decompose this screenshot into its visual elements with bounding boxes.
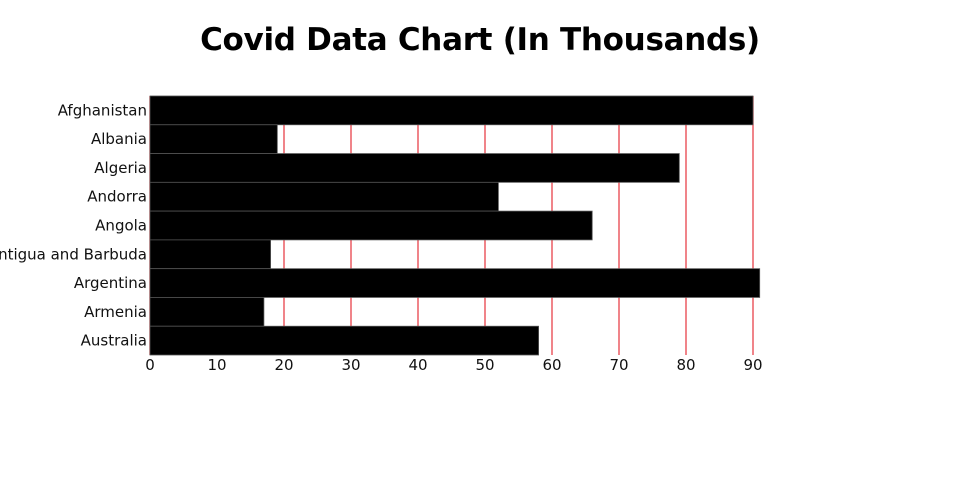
x-tick-label: 20	[274, 356, 293, 374]
bars	[149, 95, 761, 356]
bar-andorra	[149, 181, 499, 212]
x-tick-label: 40	[408, 356, 427, 374]
chart-title: Covid Data Chart (In Thousands)	[200, 22, 760, 58]
x-tick-label: 0	[145, 356, 155, 374]
y-tick-label: Afghanistan	[58, 101, 147, 119]
bar-armenia	[149, 297, 265, 327]
y-tick-label: Angola	[95, 217, 147, 235]
y-tick-label: Algeria	[94, 159, 147, 177]
bar-algeria	[149, 153, 680, 183]
x-tick-label: 60	[542, 356, 561, 374]
y-tick-label: Armenia	[84, 303, 147, 321]
bar-afghanistan	[149, 95, 754, 126]
y-tick-label: Argentina	[74, 274, 147, 292]
y-tick-label: Antigua and Barbuda	[0, 245, 147, 263]
y-tick-label: Albania	[91, 130, 147, 148]
x-tick-label: 10	[207, 356, 226, 374]
bar-albania	[149, 124, 278, 154]
x-tick-label: 80	[676, 356, 695, 374]
x-axis-labels: 0 10 20 30 40 50 60 70 80 90	[145, 356, 762, 374]
y-axis-labels: Afghanistan Albania Algeria Andorra Angola An…	[0, 101, 147, 349]
bar-australia	[149, 325, 540, 356]
y-tick-label: Australia	[81, 332, 147, 350]
bar-angola	[149, 210, 593, 241]
x-tick-label: 30	[341, 356, 360, 374]
bar-argentina	[149, 268, 761, 298]
y-tick-label: Andorra	[87, 188, 147, 206]
x-tick-label: 70	[609, 356, 628, 374]
bar-antigua-and-barbuda	[149, 239, 271, 270]
x-tick-label: 50	[475, 356, 494, 374]
x-tick-label: 90	[743, 356, 762, 374]
